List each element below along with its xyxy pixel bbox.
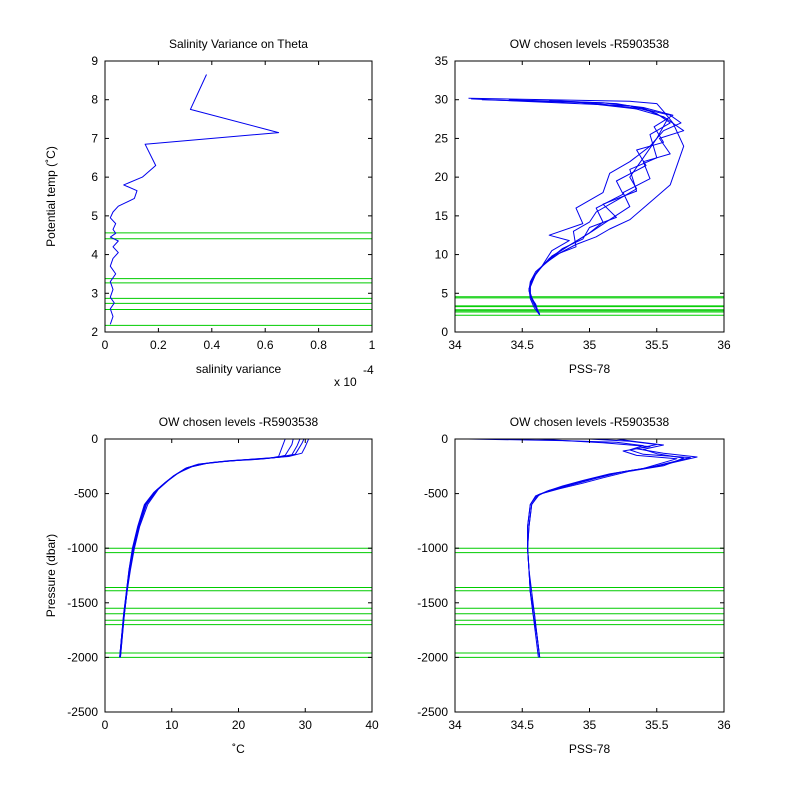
- y-tick-label: 10: [435, 248, 449, 262]
- y-tick-label: 15: [435, 209, 449, 223]
- series-line: [468, 439, 691, 658]
- y-tick-label: 35: [435, 54, 449, 68]
- series-line: [119, 439, 301, 658]
- x-multiplier: x 10: [334, 375, 357, 389]
- y-tick-label: -500: [424, 487, 448, 501]
- chart-p4: 34 34.5 35 35.5 36 0 -500 -1000 -1500 -2000 -2500 O…: [417, 415, 731, 756]
- y-tick-label: 5: [91, 209, 98, 223]
- x-tick-label: 1: [369, 338, 376, 352]
- x-tick-label: 40: [365, 718, 379, 732]
- y-axis-label: Pressure (dbar): [44, 534, 58, 617]
- chart-p3: 0 10 20 30 40 0 -500 -1000 -1500 -2000 -2500 OW cho…: [44, 415, 379, 756]
- y-tick-label: -500: [74, 487, 98, 501]
- plot-area: [455, 439, 724, 712]
- y-tick-label: 0: [91, 432, 98, 446]
- x-tick-label: 35: [583, 718, 597, 732]
- series-line: [529, 101, 685, 316]
- x-tick-label: 10: [165, 718, 179, 732]
- y-tick-label: 20: [435, 170, 449, 184]
- x-axis-label: ˚C: [232, 742, 245, 756]
- x-tick-label: 35.5: [645, 338, 669, 352]
- plot-area: [105, 61, 372, 332]
- y-tick-label: 30: [435, 93, 449, 107]
- y-tick-label: -1500: [417, 596, 448, 610]
- x-tick-label: 34.5: [511, 338, 535, 352]
- y-tick-label: 0: [441, 325, 448, 339]
- axes-frame: [104, 60, 373, 333]
- chart-title: OW chosen levels -R5903538: [510, 415, 670, 429]
- y-tick-label: 4: [91, 248, 98, 262]
- y-axis-label: Potential temp (˚C): [44, 146, 58, 247]
- y-tick-label: 0: [441, 432, 448, 446]
- x-tick-label: 0: [102, 718, 109, 732]
- x-tick-label: 0: [102, 338, 109, 352]
- y-tick-label: 9: [91, 54, 98, 68]
- x-tick-label: 0.2: [150, 338, 167, 352]
- y-tick-label: 7: [91, 131, 98, 145]
- x-tick-label: 30: [299, 718, 313, 732]
- chart-p2: 34 34.5 35 35.5 36 0 5 10 15 20 25 30 35 OW chosen le…: [435, 37, 731, 376]
- x-tick-label: 35: [583, 338, 597, 352]
- x-tick-label: 35.5: [645, 718, 669, 732]
- y-tick-label: -2000: [67, 650, 98, 664]
- x-tick-label: 34: [448, 718, 462, 732]
- x-axis-label: PSS-78: [569, 742, 611, 756]
- x-tick-label: 34: [448, 338, 462, 352]
- y-tick-label: -1500: [67, 596, 98, 610]
- y-tick-label: -2500: [417, 705, 448, 719]
- y-tick-label: -2000: [417, 650, 448, 664]
- x-tick-label: 20: [232, 718, 246, 732]
- y-tick-label: -1000: [417, 541, 448, 555]
- plot-area: [105, 439, 372, 712]
- x-tick-label: 34.5: [511, 718, 535, 732]
- x-axis-label: PSS-78: [569, 362, 611, 376]
- series-line: [109, 74, 280, 325]
- x-tick-label: 0.8: [310, 338, 327, 352]
- y-tick-label: -2500: [67, 705, 98, 719]
- y-tick-label: 3: [91, 286, 98, 300]
- chart-title: Salinity Variance on Theta: [169, 37, 308, 51]
- y-tick-label: -1000: [67, 541, 98, 555]
- x-tick-label: 0.4: [203, 338, 220, 352]
- y-tick-label: 25: [435, 131, 449, 145]
- y-tick-label: 8: [91, 93, 98, 107]
- x-tick-label: 36: [717, 718, 731, 732]
- chart-title: OW chosen levels -R5903538: [159, 415, 319, 429]
- x-axis-label: salinity variance: [196, 362, 282, 376]
- x-tick-label: 0.6: [257, 338, 274, 352]
- plot-area: [455, 61, 724, 332]
- y-tick-label: 2: [91, 325, 98, 339]
- y-tick-label: 6: [91, 170, 98, 184]
- series-line: [508, 99, 674, 314]
- y-tick-label: 5: [441, 286, 448, 300]
- x-multiplier-exponent: -4: [363, 363, 374, 377]
- x-tick-label: 36: [717, 338, 731, 352]
- chart-p1: 0 0.2 0.4 0.6 0.8 1 2 3 4 5 6 7 8 9 Salinity Variance …: [44, 37, 376, 389]
- chart-title: OW chosen levels -R5903538: [510, 37, 670, 51]
- series-line: [527, 439, 685, 658]
